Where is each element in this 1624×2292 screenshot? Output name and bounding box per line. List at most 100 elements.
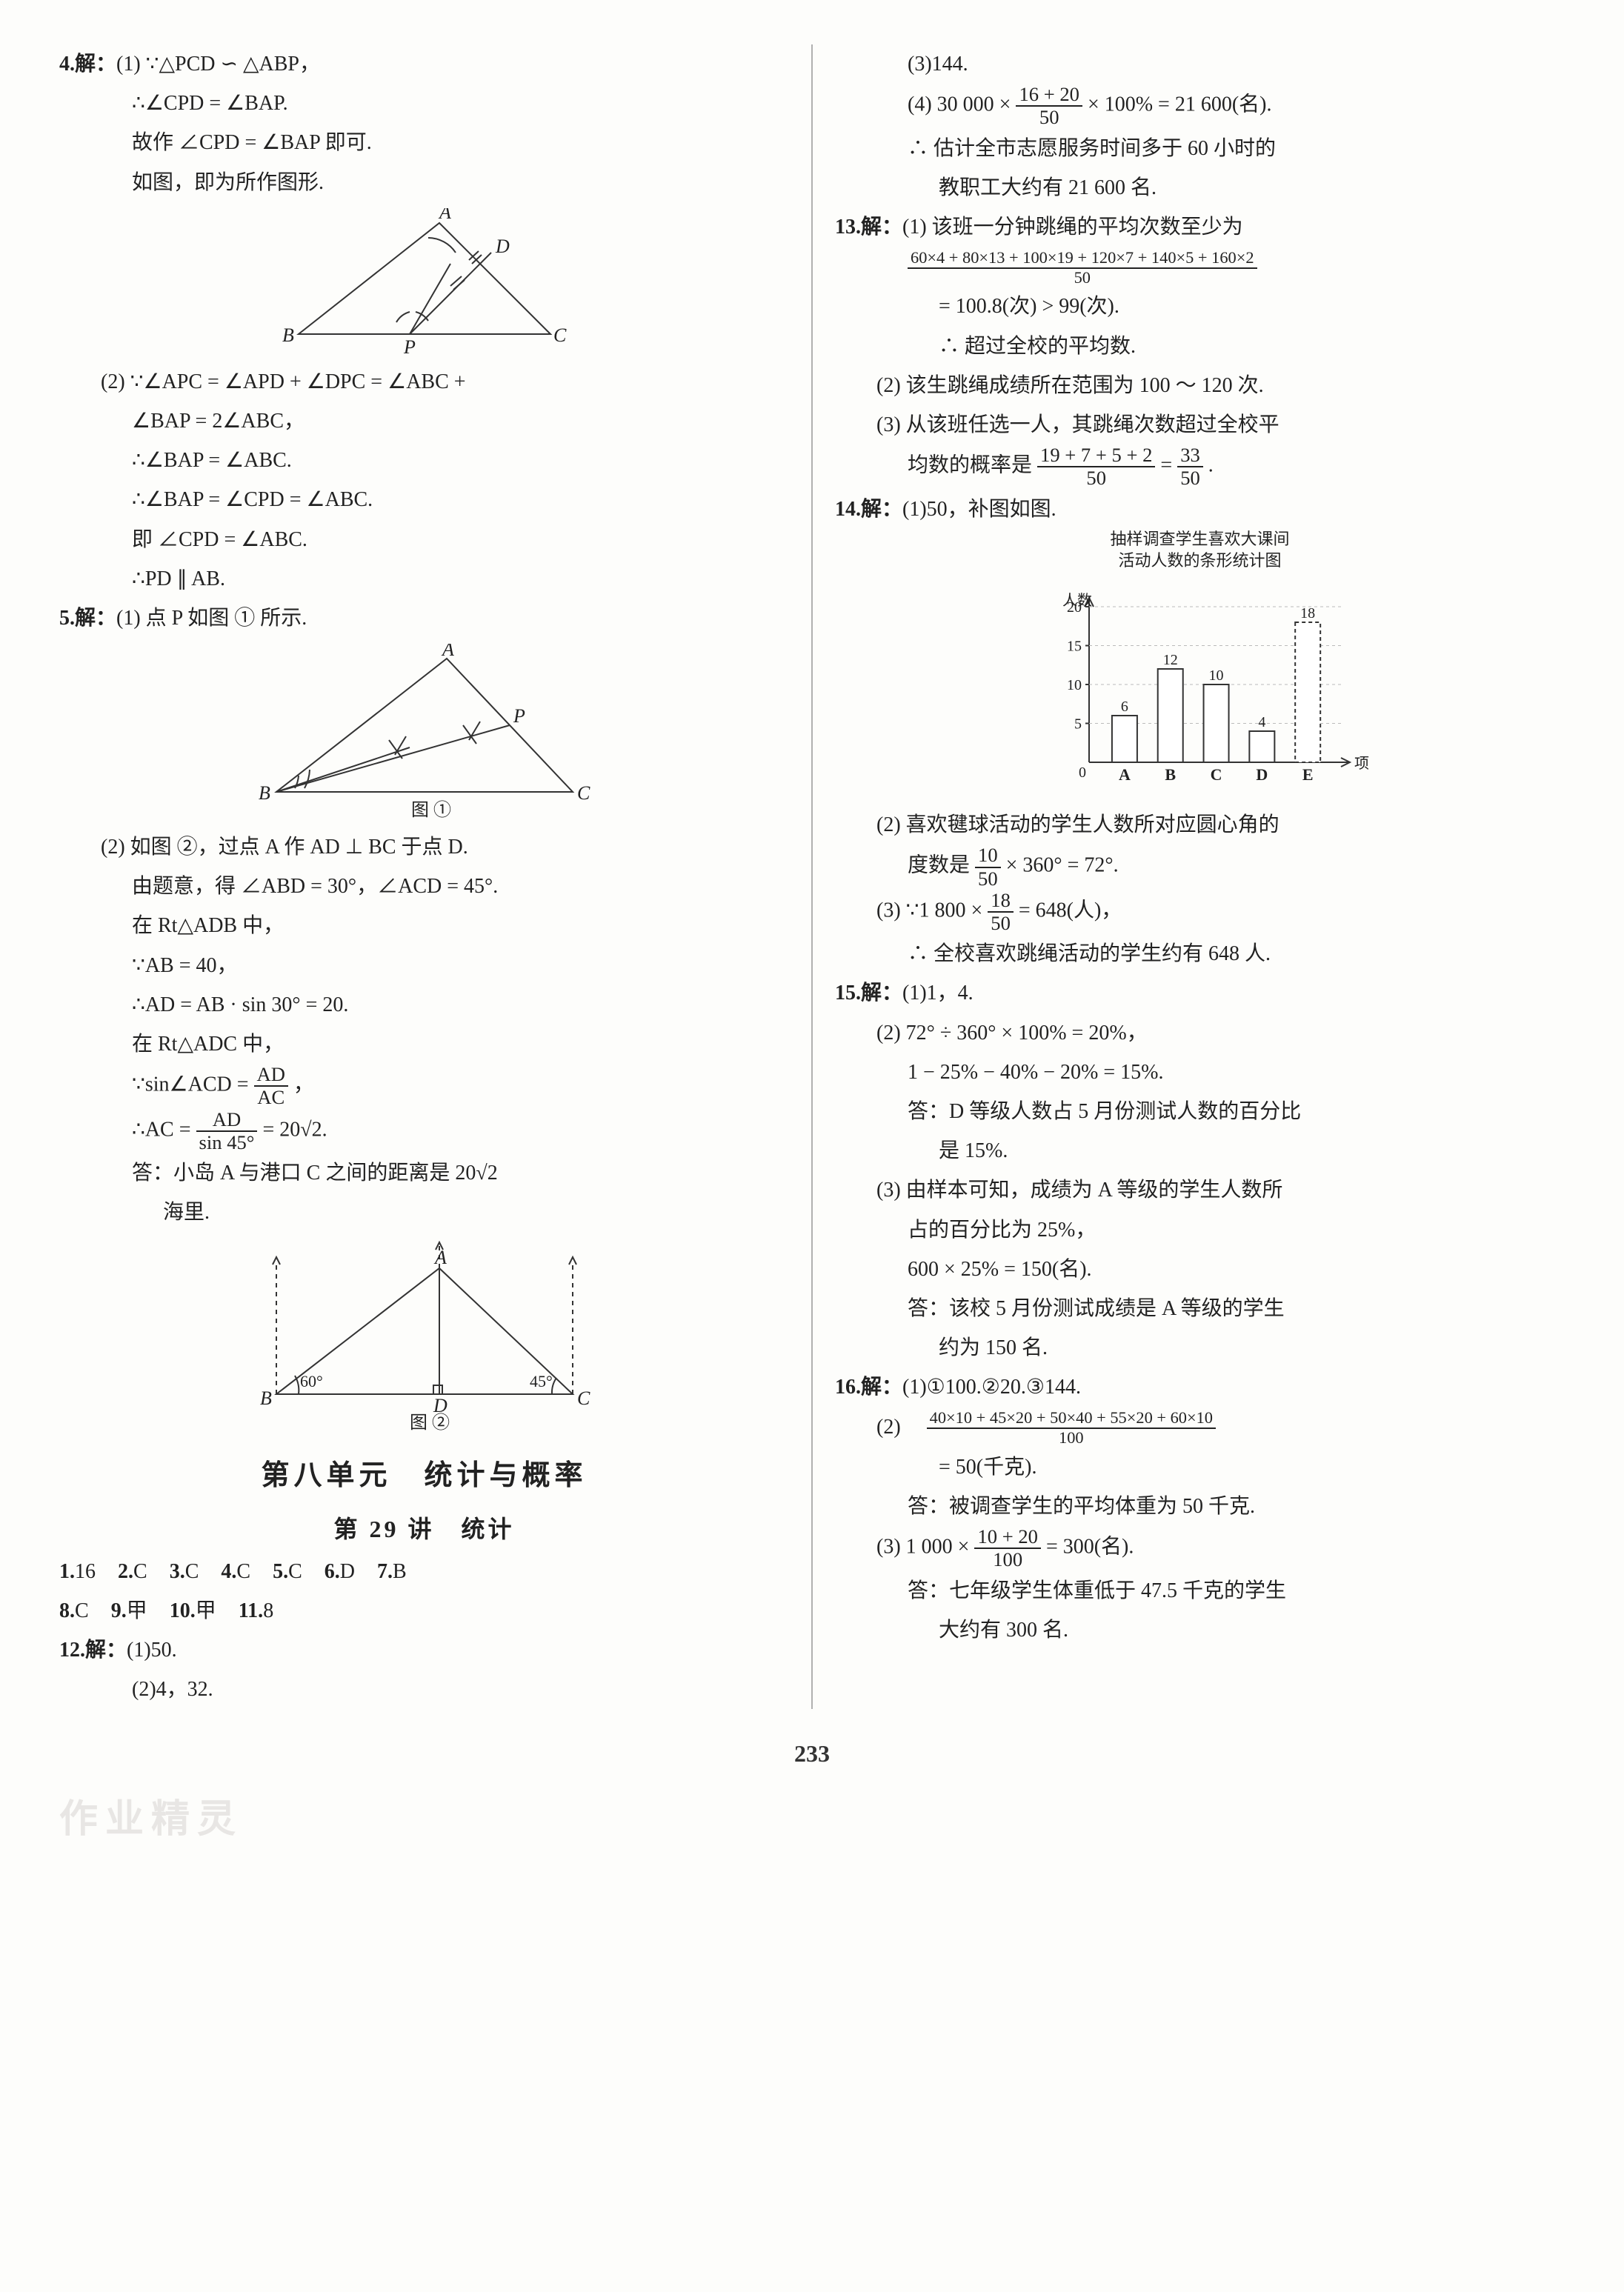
q13-d: ∴ 超过全校的平均数. — [835, 327, 1565, 366]
fig5a-label-C: C — [577, 782, 590, 804]
q16-c: = 50(千克). — [835, 1448, 1565, 1487]
svg-text:4: 4 — [1258, 714, 1265, 730]
q4-2b: ∠BAP = 2∠ABC， — [59, 402, 789, 441]
svg-text:D: D — [1256, 765, 1268, 784]
q4-figure: A D B C P — [59, 208, 789, 356]
q13-c: = 100.8(次) > 99(次). — [835, 287, 1565, 326]
q13-g-pre: 均数的概率是 — [908, 454, 1032, 477]
q5-2d: ∵AB = 40， — [59, 946, 789, 985]
q13-g-den: 50 — [1037, 467, 1155, 489]
q5-2g-num: AD — [254, 1064, 288, 1087]
q4-2a: (2) ∵∠APC = ∠APD + ∠DPC = ∠ABC + — [59, 362, 789, 402]
fig5b-label-A: A — [433, 1247, 447, 1268]
q5-2g-post: ， — [293, 1073, 314, 1096]
q14-b2-den: 50 — [975, 868, 1001, 890]
answer-item: 3.C — [170, 1560, 199, 1583]
svg-text:5: 5 — [1074, 716, 1082, 733]
q15-i: 答：该校 5 月份测试成绩是 A 等级的学生 — [835, 1289, 1565, 1328]
q12-d-num: 16 + 20 — [1016, 84, 1082, 107]
answer-item: 10.甲 — [170, 1599, 216, 1622]
q15-f: (3) 由样本可知，成绩为 A 等级的学生人数所 — [835, 1170, 1565, 1210]
q13-g-den2: 50 — [1177, 467, 1203, 489]
q5-2g-den: AC — [254, 1087, 288, 1108]
q5-2b: 由题意，得 ∠ABD = 30°，∠ACD = 45°. — [59, 867, 789, 906]
q5-2a: (2) 如图 ②，过点 A 作 AD ⊥ BC 于点 D. — [59, 827, 789, 867]
q5-figure2: A B C D 60° 45° 图 ② — [59, 1239, 789, 1431]
q5-2j: 海里. — [59, 1193, 789, 1232]
q15-a: (1)1，4. — [902, 982, 974, 1005]
q14-chart-title1: 抽样调查学生喜欢大课间 — [835, 529, 1565, 550]
q5-2g-pre: ∵sin∠ACD = — [132, 1073, 254, 1096]
q13-a: (1) 该班一分钟跳绳的平均次数至少为 — [902, 216, 1243, 239]
q5-1a: (1) 点 P 如图 ① 所示. — [116, 607, 307, 630]
q14-b2-post: × 360° = 72°. — [1006, 854, 1119, 877]
q16-d: 答：被调查学生的平均体重为 50 千克. — [835, 1487, 1565, 1526]
svg-text:15: 15 — [1067, 639, 1082, 655]
answer-row-2: 8.C9.甲10.甲11.8 — [59, 1591, 789, 1630]
q5-2e: ∴AD = AB · sin 30° = 20. — [59, 985, 789, 1025]
q4-2e: 即 ∠CPD = ∠ABC. — [59, 520, 789, 559]
q14-b2-num: 10 — [975, 844, 1001, 867]
q14-c-pre: (3) ∵1 800 × — [876, 899, 988, 922]
page-number: 233 — [59, 1731, 1565, 1776]
q12-e: ∴ 估计全市志愿服务时间多于 60 小时的 — [835, 129, 1565, 168]
fig5a-label-A: A — [441, 644, 454, 660]
q4-1a: (1) ∵△PCD ∽ △ABP， — [116, 53, 320, 76]
fig5a-label-P: P — [513, 705, 525, 727]
q4-block: 4.解：(1) ∵△PCD ∽ △ABP， ∴∠CPD = ∠BAP. 故作 ∠… — [59, 44, 789, 599]
fig4-label-A: A — [438, 208, 451, 223]
unit-title: 第八单元 统计与概率 — [59, 1449, 789, 1502]
q14-c-den: 50 — [988, 913, 1014, 934]
q14-d: ∴ 全校喜欢跳绳活动的学生约有 648 人. — [835, 934, 1565, 973]
fig4-label-C: C — [553, 324, 567, 346]
svg-text:C: C — [1210, 765, 1222, 784]
fig4-label-P: P — [403, 336, 416, 356]
q14-c-post: = 648(人)， — [1019, 899, 1122, 922]
q5-2h-post: = 20√2. — [262, 1118, 327, 1141]
q5-figure1: A P B C 图 ① — [59, 644, 789, 822]
q16-b-pre: (2) — [876, 1416, 922, 1439]
watermark: 作业精灵 — [59, 1784, 1565, 1857]
q15-c: 1 − 25% − 40% − 20% = 15%. — [835, 1053, 1565, 1092]
svg-text:项目: 项目 — [1354, 756, 1371, 772]
q5-2h-num: AD — [196, 1109, 258, 1132]
q14-a: (1)50，补图如图. — [902, 498, 1056, 521]
q16-label: 16.解： — [835, 1376, 902, 1399]
q13-g-num2: 33 — [1177, 444, 1203, 467]
q14-chart-title2: 活动人数的条形统计图 — [835, 550, 1565, 572]
answer-row-1: 1.162.C3.C4.C5.C6.D7.B — [59, 1552, 789, 1591]
svg-text:6: 6 — [1120, 699, 1128, 715]
svg-text:12: 12 — [1162, 652, 1177, 668]
q12-d-pre: (4) 30 000 × — [908, 93, 1016, 116]
q12-d-post: × 100% = 21 600(名). — [1088, 93, 1272, 116]
fig5b-ang2: 45° — [530, 1372, 553, 1390]
q4-1d: 如图，即为所作图形. — [59, 163, 789, 202]
q15-e: 是 15%. — [835, 1131, 1565, 1170]
fig5b-label-C: C — [577, 1387, 590, 1409]
q13-g-post: . — [1208, 454, 1214, 477]
svg-text:B: B — [1165, 765, 1176, 784]
column-divider — [811, 44, 813, 1709]
answer-item: 6.D — [325, 1560, 355, 1583]
fig5a-label-B: B — [259, 782, 270, 804]
q16-e-pre: (3) 1 000 × — [876, 1536, 974, 1559]
q16-g: 大约有 300 名. — [835, 1610, 1565, 1650]
svg-text:0: 0 — [1079, 764, 1086, 781]
q15-h: 600 × 25% = 150(名). — [835, 1250, 1565, 1289]
q5-2c: 在 Rt△ADB 中， — [59, 906, 789, 945]
q4-label: 4.解： — [59, 53, 116, 76]
q16-b-num: 40×10 + 45×20 + 50×40 + 55×20 + 60×10 — [927, 1409, 1216, 1429]
q16-a: (1)①100.②20.③144. — [902, 1376, 1081, 1399]
q4-1c: 故作 ∠CPD = ∠BAP 即可. — [59, 123, 789, 162]
q16-b-den: 100 — [927, 1429, 1216, 1448]
q12-label: 12.解： — [59, 1639, 127, 1662]
fig5b-label-B: B — [260, 1387, 272, 1409]
q4-2d: ∴∠BAP = ∠CPD = ∠ABC. — [59, 480, 789, 519]
left-column: 4.解：(1) ∵△PCD ∽ △ABP， ∴∠CPD = ∠BAP. 故作 ∠… — [59, 44, 789, 1709]
q13-f: (3) 从该班任选一人，其跳绳次数超过全校平 — [835, 405, 1565, 444]
answer-item: 8.C — [59, 1599, 89, 1622]
fig5b-ang1: 60° — [300, 1372, 323, 1390]
answer-item: 1.16 — [59, 1560, 96, 1583]
q13-b-den: 50 — [908, 269, 1257, 287]
fig4-label-D: D — [495, 236, 510, 257]
